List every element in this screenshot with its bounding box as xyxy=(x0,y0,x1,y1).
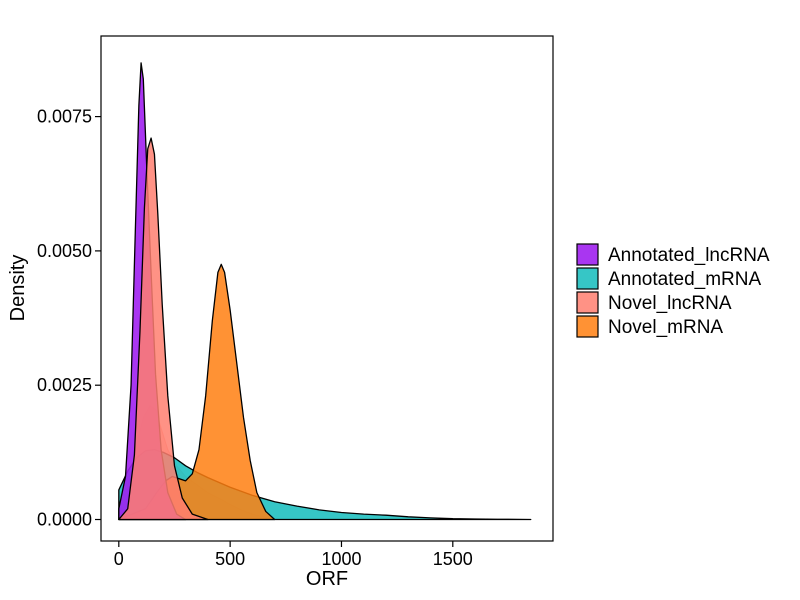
plot-panel-border xyxy=(100,35,554,542)
legend-label: Annotated_mRNA xyxy=(608,269,761,290)
legend-swatch xyxy=(576,243,599,266)
x-axis-title: ORF xyxy=(306,568,348,590)
y-axis-title: Density xyxy=(7,255,29,322)
legend-label: Annotated_lncRNA xyxy=(608,245,770,266)
density-areas xyxy=(118,62,532,521)
legend-swatch xyxy=(576,291,599,314)
x-tick-label: 1000 xyxy=(321,549,361,569)
legend-swatch xyxy=(576,315,599,338)
x-tick-label: 500 xyxy=(215,549,245,569)
y-tick-label: 0.0075 xyxy=(37,107,92,127)
x-tick-label: 0 xyxy=(114,549,124,569)
y-tick-label: 0.0025 xyxy=(37,375,92,395)
legend: Annotated_lncRNA Annotated_mRNA Novel_lncR… xyxy=(576,243,770,338)
y-tick-label: 0.0000 xyxy=(37,510,92,530)
x-tick-label: 1500 xyxy=(433,549,473,569)
y-tick-label: 0.0050 xyxy=(37,241,92,261)
x-axis: 0 500 1000 1500 xyxy=(114,541,473,569)
legend-label: Novel_mRNA xyxy=(608,317,723,338)
legend-label: Novel_lncRNA xyxy=(608,293,732,314)
legend-swatch xyxy=(576,267,599,290)
y-axis: 0.0000 0.0025 0.0050 0.0075 xyxy=(37,107,101,530)
density-area-novel-lncrna xyxy=(118,137,209,521)
